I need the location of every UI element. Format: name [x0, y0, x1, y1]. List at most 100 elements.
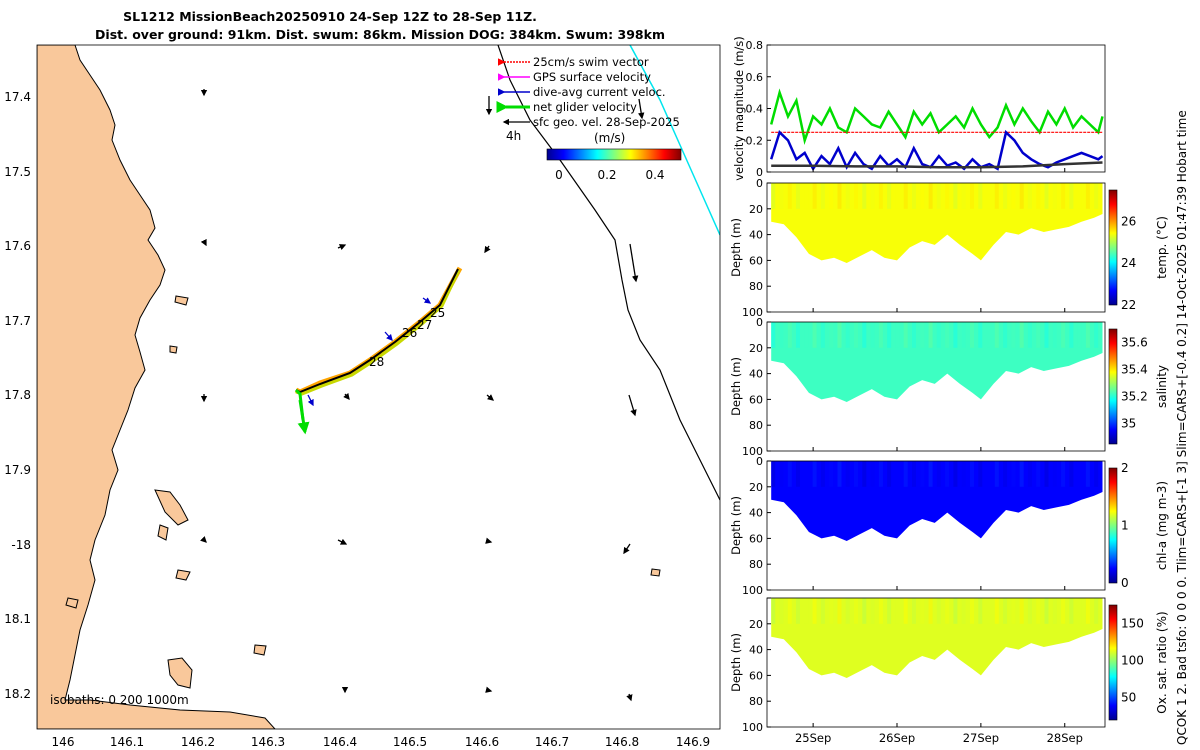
- section-streak: [854, 183, 858, 209]
- section-streak: [771, 461, 776, 487]
- y-tick-label: 40: [749, 368, 763, 381]
- section-streak: [961, 598, 966, 624]
- section-streak: [796, 183, 800, 209]
- section-streak: [1019, 322, 1024, 348]
- colorbar-tick-label: 22: [1121, 298, 1136, 312]
- section-streak: [796, 598, 800, 624]
- section-streak: [804, 183, 809, 209]
- section-streak: [829, 322, 834, 348]
- y-tick: 17.6: [4, 239, 31, 253]
- section-streak: [1094, 598, 1099, 624]
- section-streak: [854, 461, 858, 487]
- section-streak: [920, 461, 925, 487]
- x-tick: 146.4: [323, 735, 357, 749]
- section-streak: [936, 598, 941, 624]
- colorbar-tick-label: 2: [1121, 461, 1129, 475]
- colorbar-tick: 0.2: [597, 168, 616, 182]
- colorbar-title: (m/s): [594, 131, 625, 145]
- section-streak: [994, 598, 999, 624]
- section-streak: [1044, 183, 1049, 209]
- section-streak: [936, 183, 941, 209]
- legend-dive-avg-current: dive-avg current veloc.: [533, 85, 666, 99]
- section-streak: [779, 183, 784, 209]
- colorbar-label: temp. (°C): [1155, 216, 1169, 279]
- x-tick: 146.5: [393, 735, 427, 749]
- section-streak: [887, 461, 892, 487]
- section-streak: [787, 183, 792, 209]
- y-tick: 17.8: [4, 388, 31, 402]
- section-streak: [953, 322, 958, 348]
- y-tick-label: 80: [749, 558, 763, 571]
- section-streak: [837, 461, 842, 487]
- section-streak: [862, 598, 867, 624]
- section-streak: [870, 183, 875, 209]
- section-streak: [837, 183, 842, 209]
- section-panel-3: 0 20 40 60 80 100 Depth (m) 0 1 2 chl-a (mg m-3): [729, 455, 1169, 597]
- section-colorbar: [1108, 604, 1118, 721]
- y-tick-label: 0.8: [746, 39, 764, 52]
- colorbar-tick-label: 26: [1121, 214, 1136, 228]
- section-streak: [961, 183, 966, 209]
- section-streak: [936, 322, 941, 348]
- section-axes-frame: [766, 460, 1106, 591]
- section-streak: [812, 461, 817, 487]
- y-axis-label: Depth (m): [729, 357, 743, 416]
- section-streak: [787, 461, 792, 487]
- section-streak: [804, 322, 809, 348]
- section-streak: [1052, 461, 1057, 487]
- y-tick-label: 0: [756, 177, 763, 190]
- x-tick: 146.6: [465, 735, 499, 749]
- section-streak: [837, 598, 842, 624]
- section-streak: [912, 598, 916, 624]
- side-note: QCOK 1 2. Bad tsfo: 0 0 0 0. Tlim=CARS+[…: [1175, 110, 1189, 745]
- section-streak: [945, 461, 950, 487]
- section-streak: [994, 183, 999, 209]
- y-tick-label: 20: [749, 203, 763, 216]
- day-label: 25: [430, 306, 445, 320]
- y-tick: 17.4: [4, 90, 31, 104]
- colorbar-label: Ox. sat. ratio (%): [1155, 611, 1169, 713]
- section-streak: [1003, 183, 1008, 209]
- section-streak: [771, 598, 776, 624]
- section-streak: [878, 461, 883, 487]
- section-streak: [895, 598, 900, 624]
- y-tick-label: 40: [749, 507, 763, 520]
- section-streak: [796, 322, 800, 348]
- y-axis-label: Depth (m): [729, 218, 743, 277]
- y-tick-label: 0: [756, 316, 763, 329]
- section-streak: [878, 322, 883, 348]
- section-streak: [1085, 598, 1090, 624]
- y-tick-label: 60: [749, 669, 763, 682]
- section-panel-4: 20 40 60 80 100 Depth (m) 50 100 150 Ox. sat. rat…: [729, 597, 1169, 734]
- section-streak: [912, 322, 916, 348]
- section-streak: [903, 322, 908, 348]
- section-streak: [970, 183, 974, 209]
- y-tick-label: 40: [749, 644, 763, 657]
- section-streak: [895, 461, 900, 487]
- section-streak: [796, 461, 800, 487]
- section-streak: [978, 322, 983, 348]
- section-streak: [1019, 598, 1024, 624]
- y-tick-label: 0.4: [746, 103, 764, 116]
- y-tick-label: 0.6: [746, 71, 764, 84]
- section-streak: [779, 598, 784, 624]
- section-streak: [895, 322, 900, 348]
- section-streak: [1085, 183, 1090, 209]
- y-tick: 17.7: [4, 314, 31, 328]
- map-y-ticks: 17.4 17.5 17.6 17.7 17.8 17.9 -18 18.1 1…: [4, 90, 31, 701]
- x-tick: 146.9: [676, 735, 710, 749]
- section-streak: [1036, 461, 1041, 487]
- section-streak: [878, 598, 883, 624]
- section-streak: [903, 183, 908, 209]
- section-streak: [1094, 322, 1099, 348]
- section-axes-frame: [766, 321, 1106, 452]
- section-streak: [1077, 183, 1082, 209]
- y-tick-label: 100: [742, 721, 763, 734]
- section-streak: [953, 183, 958, 209]
- x-tick-label: 27Sep: [963, 731, 999, 745]
- section-streak: [1019, 461, 1024, 487]
- colorbar-tick: 0: [555, 168, 563, 182]
- section-streak: [928, 461, 933, 487]
- y-tick-label: 60: [749, 393, 763, 406]
- y-tick: 18.1: [4, 612, 31, 626]
